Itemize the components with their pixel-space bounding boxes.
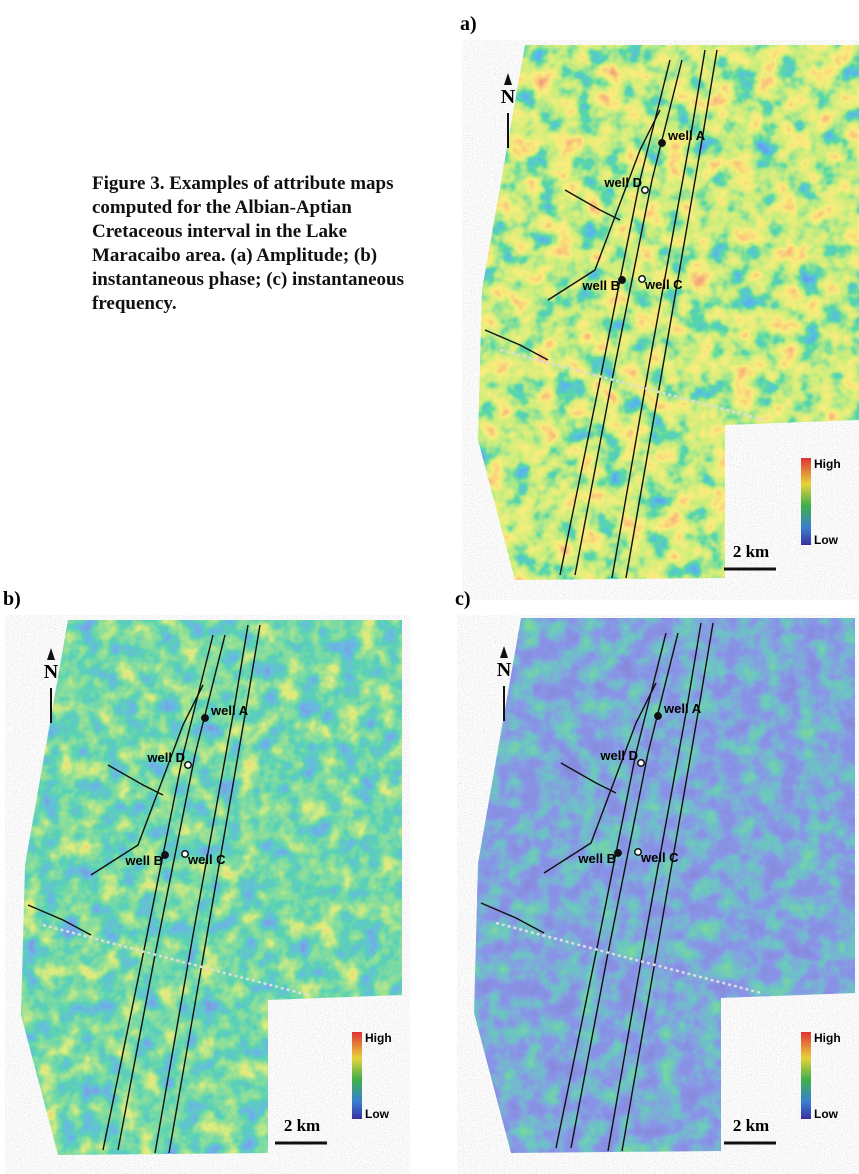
panel-label: a)	[460, 13, 477, 35]
well-label: well D	[146, 750, 185, 765]
well-marker	[185, 762, 191, 768]
well-marker	[202, 715, 208, 721]
well-marker	[655, 713, 661, 719]
north-label: N	[501, 86, 516, 108]
well-label: well C	[644, 277, 683, 292]
legend-high: High	[365, 1031, 392, 1045]
scale-label: 2 km	[284, 1116, 320, 1135]
figure: a)Nwell Awell Dwell Bwell CHighLow2 kmb)…	[0, 0, 859, 1174]
legend-high: High	[814, 1031, 841, 1045]
panel-label: c)	[455, 588, 471, 610]
body: {"caption":"Figure 3. Examples of attrib…	[0, 0, 859, 1174]
legend-bar	[352, 1032, 362, 1119]
well-marker	[659, 140, 665, 146]
page: html,body{margin:0;padding:0;width:859px…	[0, 0, 859, 1174]
well-label: well A	[210, 703, 249, 718]
well-label: well C	[640, 850, 679, 865]
legend-bar	[801, 1032, 811, 1119]
well-label: well D	[599, 748, 638, 763]
north-label: N	[497, 659, 512, 681]
scale-label: 2 km	[733, 542, 769, 561]
well-label: well C	[187, 852, 226, 867]
scale-label: 2 km	[733, 1116, 769, 1135]
well-label: well B	[124, 853, 163, 868]
panel-label: b)	[3, 588, 21, 610]
well-label: well D	[603, 175, 642, 190]
legend-low: Low	[814, 533, 839, 547]
well-label: well A	[667, 128, 706, 143]
legend-low: Low	[365, 1107, 390, 1121]
legend-low: Low	[814, 1107, 839, 1121]
well-label: well A	[663, 701, 702, 716]
north-label: N	[44, 661, 59, 683]
well-marker	[638, 760, 644, 766]
well-marker	[642, 187, 648, 193]
legend-high: High	[814, 457, 841, 471]
well-label: well B	[581, 278, 620, 293]
well-label: well B	[577, 851, 616, 866]
legend-bar	[801, 458, 811, 545]
